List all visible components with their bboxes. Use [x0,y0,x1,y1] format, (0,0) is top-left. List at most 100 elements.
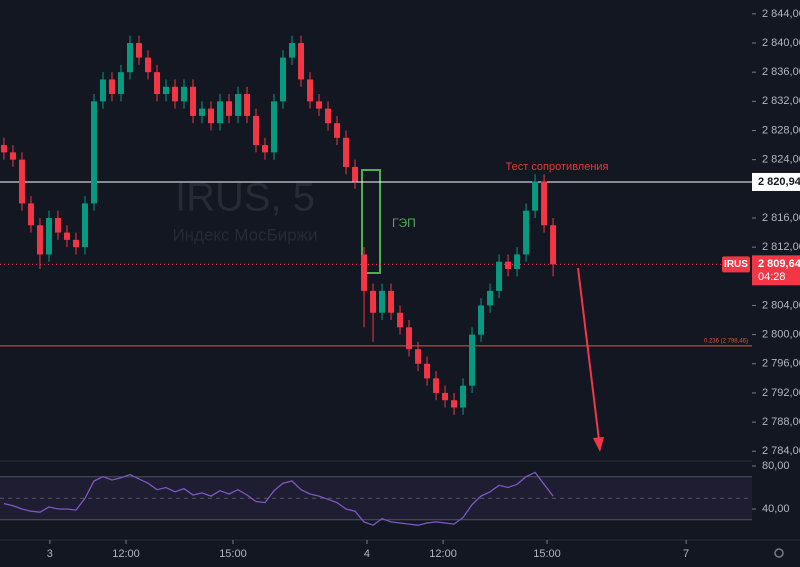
x-tick-label: 7 [683,548,689,560]
y-tick-label: 2 812,00 [762,241,800,253]
candle-body [63,232,70,240]
candle-body [532,181,539,211]
candle-body [54,217,61,233]
candle-body [451,400,458,408]
y-tick-label: 2 844,00 [762,8,800,20]
candle-body [460,385,467,408]
y-tick-label: 2 792,00 [762,387,800,399]
resistance-label-box [752,172,800,191]
last-price-box [752,255,800,286]
fib-label: 0.236 (2 798,46) [704,338,748,344]
candle-body [361,254,368,291]
settings-icon[interactable] [774,548,784,558]
candle-body [135,43,142,58]
x-tick-label: 15:00 [219,548,247,560]
symbol-box [722,256,750,273]
y-tick-label: 2 816,00 [762,212,800,224]
candle-body [45,217,52,255]
candle-body [108,79,115,95]
candle-body [415,349,422,364]
y-tick-label: 2 824,00 [762,154,800,166]
y-tick-label: 2 800,00 [762,329,800,341]
x-tick-label: 4 [364,548,370,560]
candle-body [307,79,314,102]
y-tick-label: 2 832,00 [762,95,800,107]
y-tick-label: 2 804,00 [762,299,800,311]
candle-body [0,145,7,153]
candle-body [496,261,503,291]
candle-body [469,334,476,386]
candle-body [289,43,296,58]
candle-body [144,57,151,73]
y-tick-label: 2 836,00 [762,66,800,78]
candle-body [81,203,88,248]
candle-body [235,94,242,116]
gap-label: ГЭП [392,216,416,230]
candle-body [180,86,187,102]
candle-body [397,312,404,328]
candle-body [370,290,377,313]
y-tick-label: 2 788,00 [762,416,800,428]
candle-body [541,181,548,226]
forecast-arrowhead [593,437,604,452]
last-price-label: 2 809,64 [758,258,800,270]
resistance-label: 2 820,94 [758,176,800,188]
candle-body [505,261,512,270]
candle-body [334,123,341,138]
candle-body [244,94,251,116]
rsi-line [3,471,554,526]
candle-body [271,101,278,153]
candle-body [162,86,169,95]
candle-body [217,101,224,124]
candle-body [90,101,97,204]
y-tick-label: 40,00 [762,503,790,515]
candle-body [406,327,413,350]
candle-body [424,363,431,379]
candle-body [153,72,160,95]
candle-body [72,239,79,248]
candle-body [36,225,43,255]
candle-body [433,378,440,393]
forecast-arrow [577,267,600,441]
candle-body [262,145,269,153]
x-tick-label: 12:00 [112,548,140,560]
candle-body [9,152,16,160]
candle-body [325,108,332,124]
y-tick-label: 2 840,00 [762,37,800,49]
candle-body [18,159,25,204]
candle-body [352,166,359,182]
candle-body [487,290,494,306]
candle-body [126,43,133,73]
candle-body [514,254,521,270]
candle-body [280,57,287,102]
countdown-label: 04:28 [758,271,786,283]
y-tick-label: 2 796,00 [762,358,800,370]
candle-body [207,108,214,124]
candle-body [189,86,196,116]
x-tick-label: 15:00 [533,548,561,560]
candle-body [27,203,34,226]
y-tick-label: 80,00 [762,460,790,472]
watermark-symbol: IRUS, 5 [175,176,315,220]
candle-body [298,43,305,80]
candle-body [171,86,178,102]
resistance-test-label: Тест сопротивления [506,161,609,173]
candle-body [99,79,106,102]
candle-body [316,101,323,109]
candle-body [478,305,485,335]
x-tick-label: 3 [47,548,53,560]
candle-body [198,108,205,116]
candle-body [117,72,124,95]
candle-body [253,115,260,146]
watermark-name: Индекс МосБиржи [172,225,317,244]
candle-body [442,392,449,401]
candle-body [379,290,386,313]
candle-body [523,210,530,255]
x-tick-label: 12:00 [429,548,457,560]
candle-body [388,290,395,313]
candle-body [226,101,233,116]
gap-box [361,169,381,274]
